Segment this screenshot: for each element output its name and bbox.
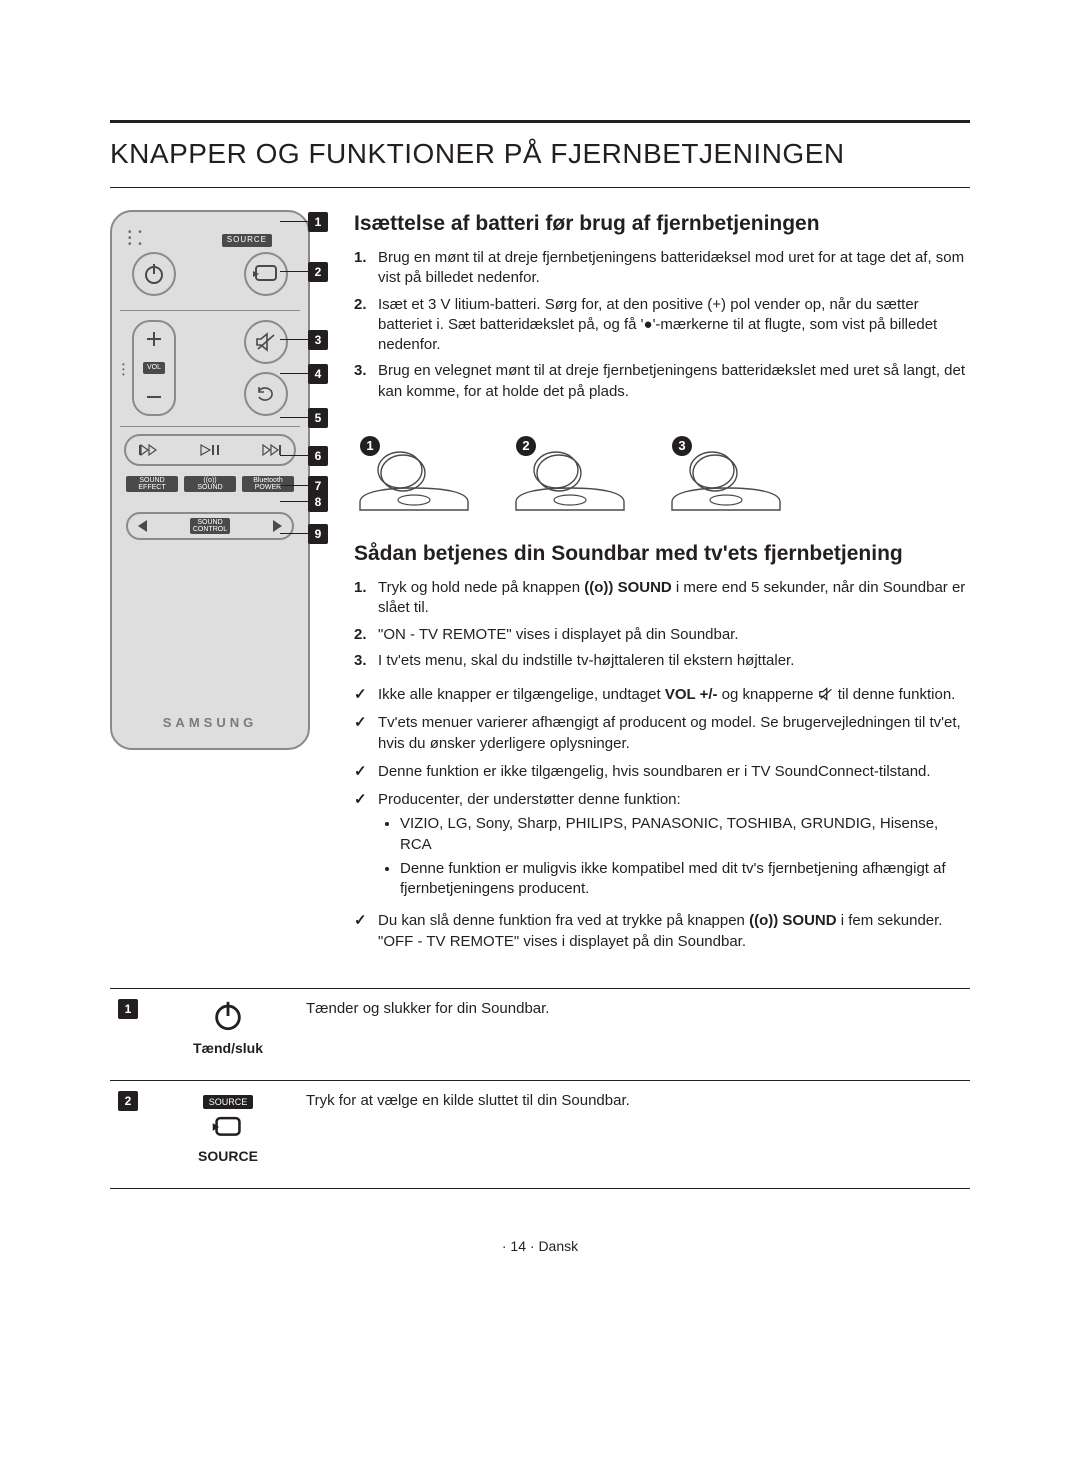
source-chip: SOURCE	[222, 234, 272, 247]
callout-1: 1	[280, 212, 328, 232]
page-footer: · 14 · Dansk	[110, 1237, 970, 1256]
callout-8: 8	[280, 492, 328, 512]
battery-steps: 1.Brug en mønt til at dreje fjernbetjeni…	[354, 248, 970, 402]
callout-3: 3	[280, 330, 328, 350]
callout-9: 9	[280, 524, 328, 544]
brand-label: SAMSUNG	[112, 714, 308, 732]
tvremote-steps: 1.Tryk og hold nede på knappen ((o)) SOU…	[354, 578, 970, 671]
battery-figure: 1 2 3	[354, 418, 970, 514]
tvremote-heading: Sådan betjenes din Soundbar med tv'ets f…	[354, 540, 970, 568]
callout-6: 6	[280, 446, 328, 466]
page-title: KNAPPER OG FUNKTIONER PÅ FJERNBETJENINGE…	[110, 135, 970, 173]
callout-4: 4	[280, 364, 328, 384]
callout-2: 2	[280, 262, 328, 282]
tvremote-checks: Ikke alle knapper er tilgængelige, undta…	[354, 685, 970, 952]
remote-figure: • ••• • SOURCE VOL	[110, 210, 328, 750]
callout-5: 5	[280, 408, 328, 428]
battery-heading: Isættelse af batteri før brug af fjernbe…	[354, 210, 970, 238]
power-button-graphic	[132, 252, 176, 296]
button-description-table: 1Tænd/slukTænder og slukker for din Soun…	[110, 988, 970, 1189]
